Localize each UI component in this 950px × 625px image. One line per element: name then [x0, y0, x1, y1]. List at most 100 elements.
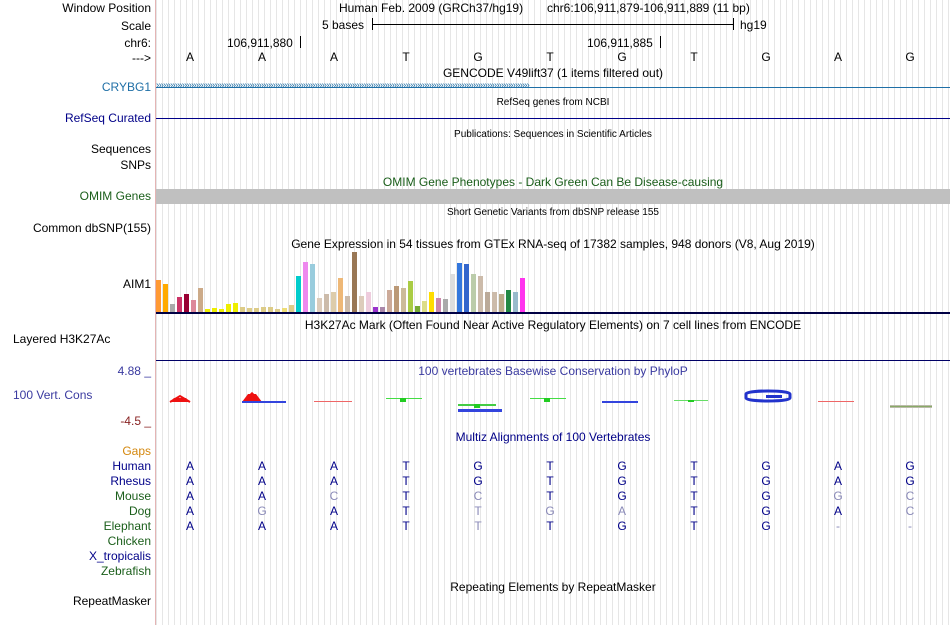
gtex-tissue-bar[interactable]	[261, 307, 266, 312]
gtex-tissue-bar[interactable]	[331, 292, 336, 312]
gtex-tissue-bar[interactable]	[443, 299, 448, 312]
publications-title: Publications: Sequences in Scientific Ar…	[454, 129, 652, 140]
gtex-tissue-bar[interactable]	[275, 309, 280, 312]
alignment-base: A	[257, 489, 266, 503]
snps-label[interactable]: SNPs	[120, 158, 151, 172]
species-label-mouse: Mouse	[114, 489, 151, 503]
gene-label-crybg1[interactable]: CRYBG1	[101, 80, 151, 94]
phylop-letter-4b	[400, 398, 406, 402]
aim1-label[interactable]: AIM1	[122, 277, 151, 291]
alignment-base: A	[329, 519, 338, 533]
gtex-tissue-bar[interactable]	[317, 298, 322, 312]
gtex-tissue-bar[interactable]	[450, 274, 455, 312]
gtex-tissue-bar[interactable]	[401, 288, 406, 312]
coord-tick-2	[660, 36, 661, 48]
gtex-tissue-bar[interactable]	[436, 298, 441, 312]
alignment-base: G	[761, 459, 771, 473]
assembly-title: Human Feb. 2009 (GRCh37/hg19)	[339, 1, 524, 15]
gtex-tissue-bar[interactable]	[219, 309, 224, 312]
layered-h3k27ac-label[interactable]: Layered H3K27Ac	[13, 332, 111, 346]
gtex-tissue-bar[interactable]	[485, 292, 490, 312]
gtex-tissue-bar[interactable]	[163, 284, 168, 312]
gtex-tissue-bar[interactable]	[373, 307, 378, 312]
gtex-tissue-bar[interactable]	[282, 308, 287, 312]
alignment-base: C	[473, 489, 483, 503]
gtex-tissue-bar[interactable]	[415, 306, 420, 312]
coord-tick-1	[300, 36, 301, 48]
gene-crybg1-feature[interactable]: ››››››››››››››››››››››››››››››››››››››››…	[156, 81, 950, 93]
gtex-tissue-bar[interactable]	[345, 296, 350, 312]
phylop-max-label: 4.88 _	[117, 364, 151, 378]
gtex-tissue-bar[interactable]	[492, 292, 497, 312]
gtex-tissue-bar[interactable]	[352, 252, 357, 312]
gtex-tissue-bar[interactable]	[226, 304, 231, 312]
alignment-base: -	[836, 519, 840, 533]
gaps-label: Gaps	[122, 444, 151, 458]
gtex-tissue-bar[interactable]	[289, 305, 294, 312]
species-label-zebrafish: Zebrafish	[100, 564, 151, 578]
gtex-tissue-bar[interactable]	[198, 288, 203, 312]
species-label-elephant: Elephant	[103, 519, 151, 533]
gtex-tissue-bar[interactable]	[387, 290, 392, 312]
gtex-tissue-bar[interactable]	[478, 276, 483, 312]
refseq-feature-line[interactable]	[156, 118, 950, 119]
alignment-base: -	[908, 519, 912, 533]
phylop-letter-7	[602, 401, 638, 403]
gtex-tissue-bar[interactable]	[177, 297, 182, 312]
gtex-tissue-bar[interactable]	[457, 263, 462, 312]
gtex-tissue-bar[interactable]	[156, 280, 161, 312]
alignment-base: G	[473, 459, 483, 473]
alignment-base: G	[257, 504, 267, 518]
alignment-base: T	[546, 519, 554, 533]
gtex-tissue-bar[interactable]	[429, 292, 434, 312]
alignment-base: C	[905, 504, 915, 518]
gtex-tissue-bar[interactable]	[324, 294, 329, 312]
gtex-tissue-bar[interactable]	[184, 294, 189, 312]
reference-base: G	[761, 50, 771, 64]
scale-label: Scale	[120, 19, 151, 33]
gtex-tissue-bar[interactable]	[408, 281, 413, 312]
gtex-tissue-bar[interactable]	[191, 300, 196, 312]
gtex-tissue-bar[interactable]	[233, 303, 238, 312]
gtex-tissue-bar[interactable]	[205, 309, 210, 312]
gtex-tissue-bar[interactable]	[338, 278, 343, 312]
h3k27ac-baseline	[156, 360, 950, 361]
omim-genes-label[interactable]: OMIM Genes	[79, 189, 151, 203]
phylop-logo[interactable]	[156, 385, 950, 415]
gtex-tissue-bar[interactable]	[513, 292, 518, 312]
gtex-tissue-bar[interactable]	[247, 308, 252, 312]
gtex-tissue-bar[interactable]	[422, 301, 427, 312]
vert-cons-label[interactable]: 100 Vert. Cons	[13, 388, 93, 402]
phylop-letter-3	[314, 401, 352, 402]
gtex-tissue-bar[interactable]	[464, 264, 469, 312]
dbsnp-label[interactable]: Common dbSNP(155)	[32, 221, 151, 235]
gtex-tissue-bar[interactable]	[212, 308, 217, 312]
gencode-title: GENCODE V49lift37 (1 items filtered out)	[442, 66, 664, 80]
scale-text: 5 bases	[322, 18, 365, 32]
gtex-tissue-bar[interactable]	[303, 262, 308, 312]
repeatmasker-label[interactable]: RepeatMasker	[72, 594, 151, 608]
alignment-base: G	[617, 459, 627, 473]
gtex-tissue-bar[interactable]	[380, 307, 385, 312]
gtex-tissue-bar[interactable]	[394, 286, 399, 312]
gtex-tissue-bar[interactable]	[499, 294, 504, 312]
gtex-tissue-bar[interactable]	[366, 292, 371, 312]
omim-feature-bar[interactable]	[156, 189, 950, 204]
gtex-tissue-bar[interactable]	[471, 274, 476, 312]
sequences-label[interactable]: Sequences	[90, 142, 151, 156]
gtex-tissue-bar[interactable]	[254, 308, 259, 312]
gtex-tissue-bar[interactable]	[310, 264, 315, 312]
refseq-curated-label[interactable]: RefSeq Curated	[64, 111, 151, 125]
gtex-tissue-bar[interactable]	[520, 278, 525, 312]
gtex-tissue-bar[interactable]	[296, 276, 301, 312]
gtex-tissue-bar[interactable]	[359, 296, 364, 312]
reference-base: G	[473, 50, 483, 64]
gtex-tissue-bar[interactable]	[240, 307, 245, 312]
gtex-tissue-bar[interactable]	[170, 304, 175, 312]
species-label-xtropicalis: X_tropicalis	[88, 549, 151, 563]
gtex-baseline	[156, 312, 950, 314]
gtex-tissue-bar[interactable]	[506, 290, 511, 312]
gtex-bar-chart[interactable]	[156, 252, 536, 312]
gtex-tissue-bar[interactable]	[268, 307, 273, 312]
scale-bar-right-tick	[733, 18, 734, 30]
